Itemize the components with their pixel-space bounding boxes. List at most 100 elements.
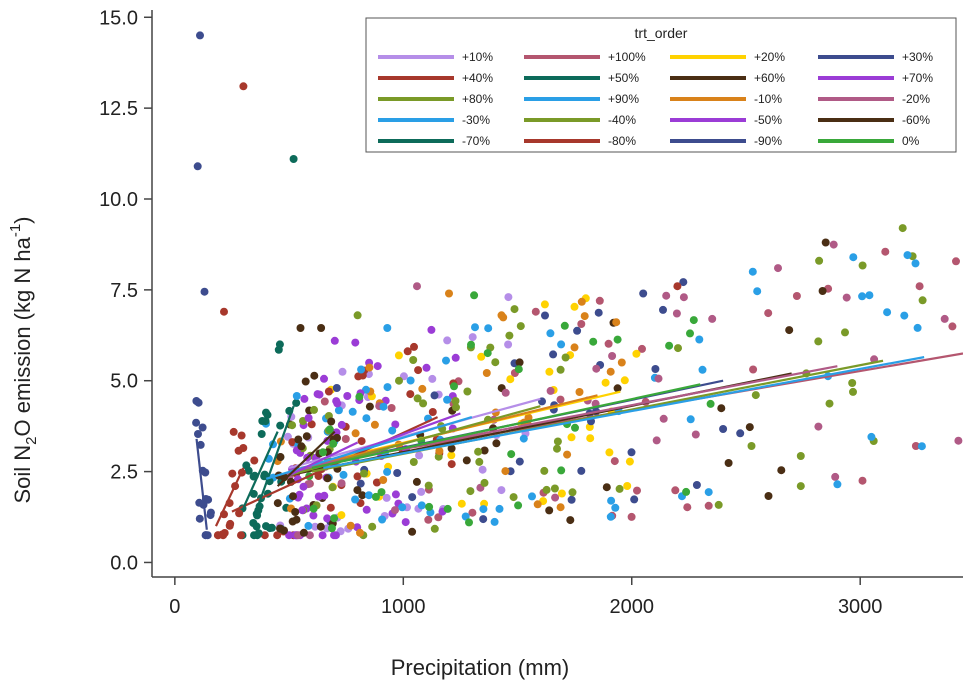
data-point (387, 404, 396, 412)
data-point (307, 420, 316, 429)
data-point (514, 501, 523, 510)
data-point (551, 493, 560, 502)
data-point (659, 305, 667, 314)
y-axis-title: Soil N2O emission (kg N ha-1) (7, 217, 40, 504)
data-point (461, 512, 470, 521)
data-point (430, 524, 439, 533)
fit-line (288, 441, 359, 477)
data-point (613, 335, 622, 344)
data-point (704, 488, 713, 497)
data-point (298, 506, 307, 515)
data-point (792, 292, 801, 300)
data-point (848, 379, 857, 387)
data-point (515, 358, 524, 367)
data-point (292, 398, 301, 407)
data-point (452, 403, 460, 412)
data-point (592, 364, 601, 373)
data-point (665, 341, 674, 350)
outlier-point (289, 155, 298, 163)
legend-label: 0% (902, 134, 920, 148)
data-point (662, 291, 671, 300)
fit-line (231, 416, 439, 513)
legend-label: -40% (608, 113, 636, 127)
data-point (443, 395, 452, 404)
outlier-point (673, 282, 682, 291)
data-point (318, 531, 327, 540)
data-point (365, 402, 374, 411)
data-point (262, 522, 270, 531)
data-point (341, 435, 350, 443)
data-point (516, 322, 525, 331)
data-point (229, 427, 238, 436)
data-point (447, 460, 456, 469)
data-point (482, 369, 491, 377)
legend-label: -30% (462, 113, 490, 127)
data-point (333, 399, 342, 408)
data-point (365, 363, 374, 372)
legend-label: +10% (462, 50, 493, 64)
data-point (327, 417, 336, 426)
data-point (457, 499, 466, 508)
legend-label: -60% (902, 113, 930, 127)
data-point (471, 323, 479, 332)
data-point (273, 499, 282, 508)
data-point (310, 405, 318, 414)
data-point (249, 489, 258, 498)
data-point (479, 515, 488, 524)
data-point (383, 383, 392, 392)
data-point (313, 390, 322, 399)
data-point (463, 387, 472, 396)
data-point (320, 374, 328, 383)
data-point (557, 489, 566, 498)
data-point (311, 522, 320, 531)
data-point (314, 492, 323, 501)
y-axis-title-part-3: ) (10, 217, 35, 224)
data-point (478, 465, 487, 474)
data-point (302, 432, 311, 441)
data-point (353, 486, 362, 495)
data-point (504, 340, 513, 349)
data-point (506, 375, 515, 384)
data-point (695, 335, 704, 344)
data-point (253, 531, 262, 540)
data-point (625, 457, 634, 466)
fit-line (276, 430, 336, 487)
data-point (447, 451, 456, 460)
data-point (332, 384, 341, 392)
data-point (435, 447, 444, 455)
data-point (542, 485, 551, 494)
outlier-point (220, 307, 228, 316)
data-point (632, 349, 641, 358)
outlier-point (849, 253, 858, 262)
legend-label: -90% (754, 134, 782, 148)
data-point (948, 322, 957, 331)
outlier-point (796, 482, 805, 491)
data-point (418, 384, 427, 393)
data-point (323, 514, 332, 523)
data-point (698, 365, 707, 374)
fit-line (242, 431, 279, 509)
legend-label: +50% (608, 71, 639, 85)
data-point (337, 420, 346, 429)
data-point (343, 392, 352, 400)
data-point (443, 336, 452, 345)
data-point (821, 238, 830, 247)
legend: trt_order +10% +100% +20% +30%+40% +50% +60% +… (365, 17, 957, 153)
data-point (430, 391, 439, 400)
data-point (408, 493, 417, 502)
data-point (911, 259, 920, 268)
data-point (391, 506, 399, 515)
y-axis-title-part-1: Soil N (10, 445, 35, 504)
data-point (326, 503, 335, 512)
data-point (580, 312, 589, 321)
data-point (608, 352, 617, 360)
data-point (325, 425, 334, 434)
data-point (563, 450, 572, 459)
data-point (736, 429, 745, 438)
data-point (383, 467, 392, 476)
data-point (540, 466, 549, 475)
data-point (338, 367, 347, 376)
data-point (339, 470, 348, 479)
data-point (300, 394, 309, 403)
